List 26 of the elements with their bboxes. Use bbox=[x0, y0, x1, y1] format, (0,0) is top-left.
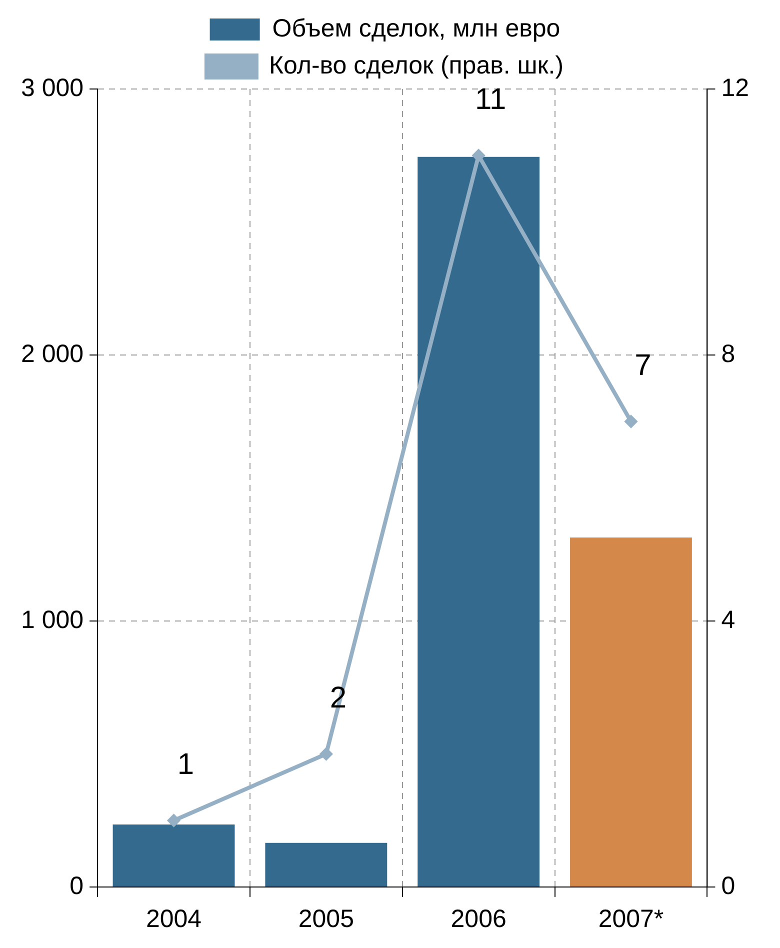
y-tick-label: 2 000 bbox=[21, 340, 84, 368]
point bbox=[624, 416, 637, 428]
y2-tick-label: 4 bbox=[721, 606, 736, 634]
data-label: 11 bbox=[475, 82, 506, 116]
bar bbox=[265, 842, 388, 886]
x-tick-label: 2004 bbox=[146, 904, 202, 933]
x-tick-label: 2005 bbox=[298, 904, 354, 933]
y2-tick-label: 8 bbox=[721, 340, 736, 368]
point bbox=[320, 748, 332, 760]
point bbox=[168, 814, 180, 826]
data-label: 2 bbox=[330, 681, 347, 714]
y2-tick-label: 12 bbox=[721, 74, 750, 102]
x-tick-label: 2007* bbox=[598, 904, 664, 933]
bar bbox=[112, 824, 235, 886]
point bbox=[472, 150, 485, 162]
legend-label: Кол-во сделок (прав. шк.) bbox=[268, 51, 564, 80]
y-tick-label: 1 000 bbox=[21, 606, 84, 634]
data-label: 1 bbox=[177, 748, 194, 781]
legend-label: Объем сделок, млн евро bbox=[272, 14, 560, 42]
y-tick-label: 0 bbox=[70, 872, 84, 900]
y2-tick-label: 0 bbox=[721, 872, 736, 900]
x-tick-label: 2006 bbox=[450, 904, 506, 933]
bar bbox=[418, 156, 540, 886]
y-tick-label: 3 000 bbox=[21, 74, 84, 102]
bar bbox=[570, 537, 692, 886]
data-label: 7 bbox=[634, 348, 652, 382]
